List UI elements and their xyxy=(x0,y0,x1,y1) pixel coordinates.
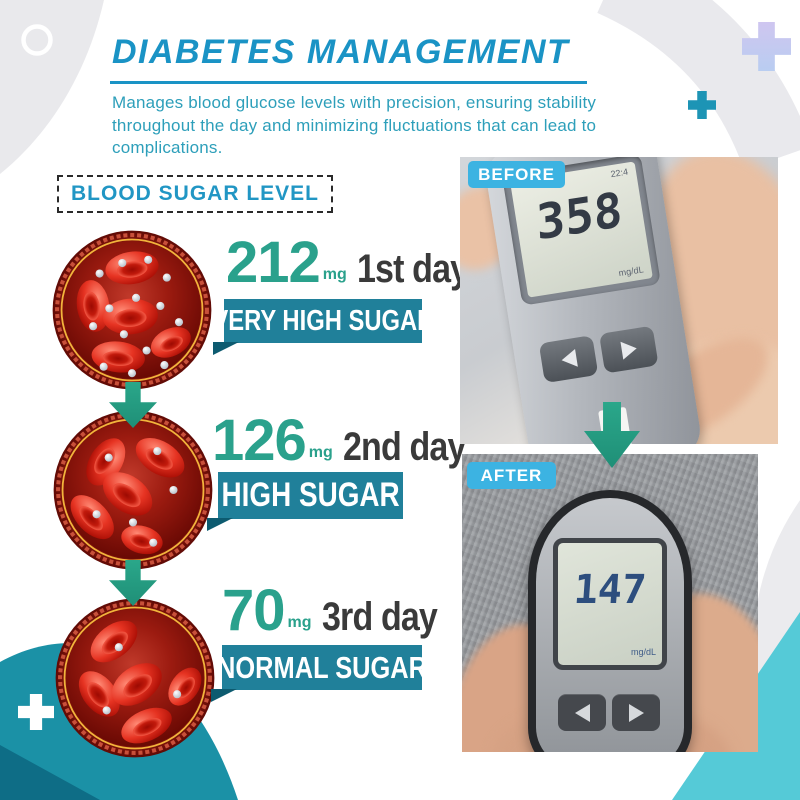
right-triangle-icon xyxy=(628,704,644,722)
blood-vessel-illustration-day3 xyxy=(54,597,216,759)
right-triangle-icon xyxy=(619,339,638,360)
reading-row-day2: 126 mg 2nd day xyxy=(212,408,487,473)
meter-left-button xyxy=(538,335,599,384)
reading-day: 2nd day xyxy=(342,425,466,470)
before-badge: BEFORE xyxy=(468,161,565,188)
teal-wedge-bottom-left xyxy=(0,745,100,800)
after-badge: AFTER xyxy=(467,462,556,489)
reading-value: 126 xyxy=(212,408,307,473)
status-banner-day3: NORMAL SUGAR xyxy=(211,645,427,702)
sugar-particles xyxy=(89,255,184,378)
corner-gray-shape-top-left xyxy=(0,0,104,174)
status-banner-day1: VERY HIGH SUGAR xyxy=(212,299,434,355)
reading-row-day1: 212 mg 1st day xyxy=(226,230,488,295)
meter-reading: 358 xyxy=(535,181,624,252)
page-description: Manages blood glucose levels with precis… xyxy=(112,93,597,158)
meter-left-button xyxy=(558,694,606,731)
sugar-particles xyxy=(102,643,182,715)
status-banner-day2: HIGH SUGAR xyxy=(207,472,403,531)
section-label-box: BLOOD SUGAR LEVEL xyxy=(57,175,334,213)
meter-time: 22:4 xyxy=(609,166,629,180)
reading-value: 70 xyxy=(222,578,286,643)
meter-lcd: 147 mg/dL xyxy=(553,538,667,670)
blood-vessel-illustration-day2 xyxy=(52,409,214,571)
sugar-particles xyxy=(92,447,178,547)
status-label: HIGH SUGAR xyxy=(221,476,400,514)
section-label: BLOOD SUGAR LEVEL xyxy=(71,182,320,205)
reading-day: 3rd day xyxy=(321,595,438,640)
meter-buttons xyxy=(558,694,660,731)
after-photo: 147 mg/dL AFTER xyxy=(462,454,758,752)
status-label: VERY HIGH SUGAR xyxy=(212,304,434,337)
left-triangle-icon xyxy=(574,704,590,722)
circle-outline-icon xyxy=(21,24,53,56)
meter-right-button xyxy=(598,325,659,374)
before-photo: 22:4 358 mg/dL BEFORE xyxy=(460,157,778,444)
left-triangle-icon xyxy=(559,349,578,370)
corner-gray-band-top-right xyxy=(596,0,800,171)
meter-unit: mg/dL xyxy=(630,647,656,657)
reading-unit: mg xyxy=(308,444,333,462)
reading-unit: mg xyxy=(322,266,347,284)
reading-unit: mg xyxy=(287,614,312,632)
reading-row-day3: 70 mg 3rd day xyxy=(222,578,457,643)
meter-unit: mg/dL xyxy=(617,264,645,279)
meter-right-button xyxy=(612,694,660,731)
status-label: NORMAL SUGAR xyxy=(217,649,427,685)
title-underline xyxy=(110,81,587,84)
reading-value: 212 xyxy=(226,230,321,295)
blood-vessel-illustration-day1 xyxy=(52,230,212,390)
glucose-meter-after: 147 mg/dL xyxy=(528,490,692,752)
meter-reading: 147 xyxy=(572,567,648,613)
reading-day: 1st day xyxy=(356,247,469,292)
page-title: DIABETES MANAGEMENT xyxy=(112,33,570,71)
